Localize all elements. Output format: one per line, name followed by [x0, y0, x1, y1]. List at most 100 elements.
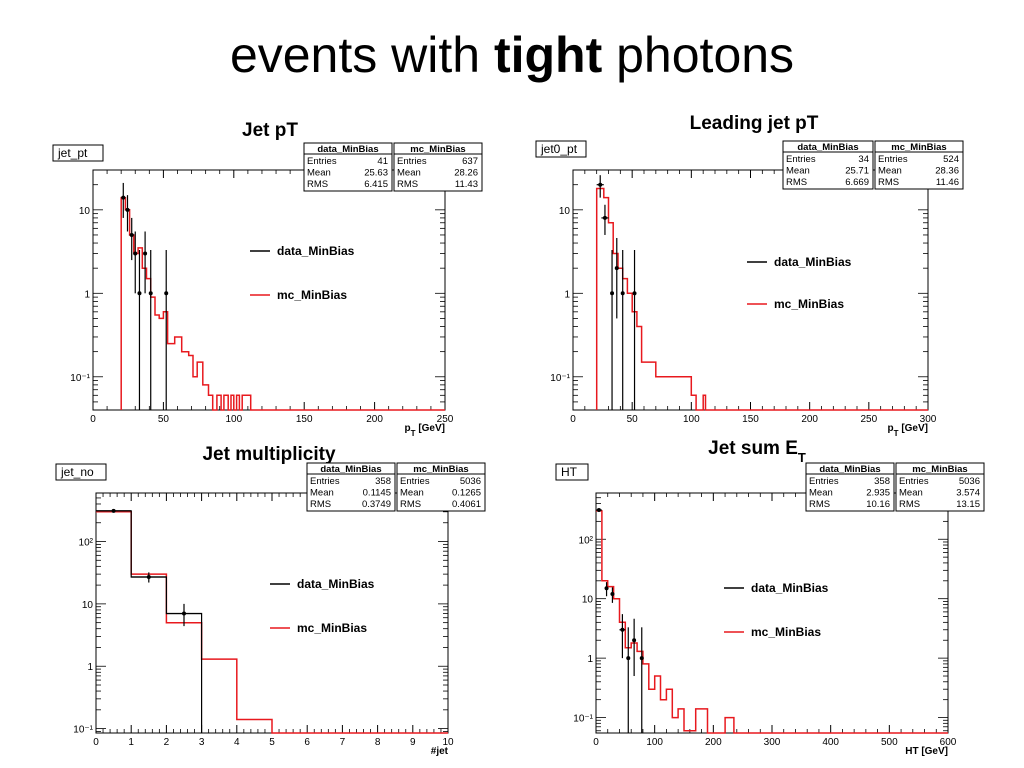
legend-mc-label: mc_MinBias — [751, 625, 821, 639]
x-tick-label: 600 — [940, 737, 957, 748]
data-marker — [125, 207, 130, 212]
stats-value: 0.4061 — [452, 499, 481, 510]
stats-value: 0.1265 — [452, 488, 481, 499]
data-point — [137, 250, 142, 410]
x-tick-label: 50 — [158, 414, 170, 425]
x-axis-label: pT [GeV] — [405, 423, 445, 438]
x-axis-label: HT [GeV] — [905, 746, 948, 757]
y-tick-label: 10⁻¹ — [70, 373, 90, 384]
slide-title: events with tight photons — [0, 26, 1024, 84]
x-tick-label: 5 — [269, 737, 275, 748]
legend-data-label: data_MinBias — [751, 581, 829, 595]
stats-key: Entries — [400, 476, 430, 487]
histogram-name: HT — [561, 465, 578, 479]
stats-key: Entries — [809, 476, 839, 487]
stats-value: 5036 — [959, 476, 980, 487]
x-tick-label: 2 — [164, 737, 170, 748]
legend-data-label: data_MinBias — [774, 255, 852, 269]
plot-title: Jet multiplicity — [202, 444, 335, 465]
data-point — [596, 175, 604, 198]
stats-value: 358 — [375, 476, 391, 487]
data-marker — [596, 508, 601, 513]
stats-value: 10.16 — [866, 499, 890, 510]
stats-value: 637 — [462, 156, 478, 167]
stats-key: RMS — [310, 499, 331, 510]
stats-box-frame — [393, 142, 483, 192]
stats-key: RMS — [400, 499, 421, 510]
histogram-name: jet_pt — [57, 146, 88, 160]
panel-jet_no: Jet multiplicity jet_no 0 1 2 3 4 5 6 7 8 9 10 10⁻¹ 1 1… — [55, 444, 486, 757]
data-marker — [182, 611, 186, 616]
stats-key: Mean — [809, 488, 833, 499]
data-point — [164, 250, 169, 410]
x-tick-label: 250 — [860, 414, 877, 425]
stats-key: Mean — [400, 488, 424, 499]
data-point — [626, 627, 631, 733]
data-point — [129, 217, 134, 261]
x-tick-label: 300 — [764, 737, 781, 748]
data-point — [148, 250, 153, 410]
data-point — [614, 237, 619, 319]
x-tick-label: 0 — [570, 414, 576, 425]
stats-box-title: mc_MinBias — [912, 464, 967, 475]
data-point — [596, 508, 602, 513]
stats-box-frame — [805, 462, 895, 512]
stats-value: 13.15 — [956, 499, 980, 510]
histogram-name-box — [555, 463, 589, 481]
histogram-name-box — [55, 463, 107, 481]
stats-box-title: data_MinBias — [797, 142, 858, 153]
legend-mc-label: mc_MinBias — [277, 288, 347, 302]
y-tick-label: 1 — [84, 289, 90, 300]
data-marker — [604, 586, 609, 591]
stats-key: Entries — [878, 154, 908, 165]
data-point — [125, 195, 130, 232]
stats-value: 3.574 — [956, 488, 980, 499]
stats-box-title: mc_MinBias — [410, 144, 465, 155]
data-marker — [146, 574, 151, 579]
y-tick-label: 10² — [579, 535, 594, 546]
data-marker — [111, 508, 116, 513]
plot-title: Jet sum ET — [708, 438, 806, 465]
histogram-name: jet_no — [60, 465, 94, 479]
histogram-name-box — [535, 140, 587, 158]
data-marker — [598, 182, 603, 187]
y-tick-label: 10⁻¹ — [550, 373, 570, 384]
x-tick-label: 200 — [366, 414, 383, 425]
data-point — [143, 231, 148, 294]
mc-histogram-line — [595, 187, 928, 411]
mc-histogram-line — [596, 510, 948, 734]
y-tick-label: 10 — [582, 595, 594, 606]
y-tick-label: 10⁻¹ — [73, 725, 93, 736]
slide-title-bold: tight — [493, 27, 603, 83]
plot-title: Jet pT — [242, 120, 298, 141]
stats-box-frame — [782, 140, 874, 190]
data-point — [96, 508, 132, 513]
stats-box-frame — [396, 462, 486, 512]
stats-value: 41 — [377, 156, 388, 167]
y-tick-label: 10 — [79, 206, 91, 217]
data-point — [131, 572, 167, 583]
x-tick-label: 1 — [128, 737, 134, 748]
stats-value: 5036 — [460, 476, 481, 487]
plot-frame — [572, 169, 929, 411]
data-point — [604, 582, 609, 597]
data-marker — [614, 266, 619, 271]
stats-value: 0.1145 — [363, 488, 391, 499]
data-marker — [164, 291, 169, 296]
stats-key: RMS — [809, 499, 830, 510]
data-marker — [632, 638, 637, 643]
plot-title-subscript: T — [798, 450, 806, 465]
data-marker — [639, 656, 644, 661]
plot-frame — [595, 492, 949, 734]
data-point — [166, 603, 202, 627]
legend-data-label: data_MinBias — [277, 244, 355, 258]
x-tick-label: 400 — [822, 737, 839, 748]
y-tick-label: 10 — [559, 206, 571, 217]
